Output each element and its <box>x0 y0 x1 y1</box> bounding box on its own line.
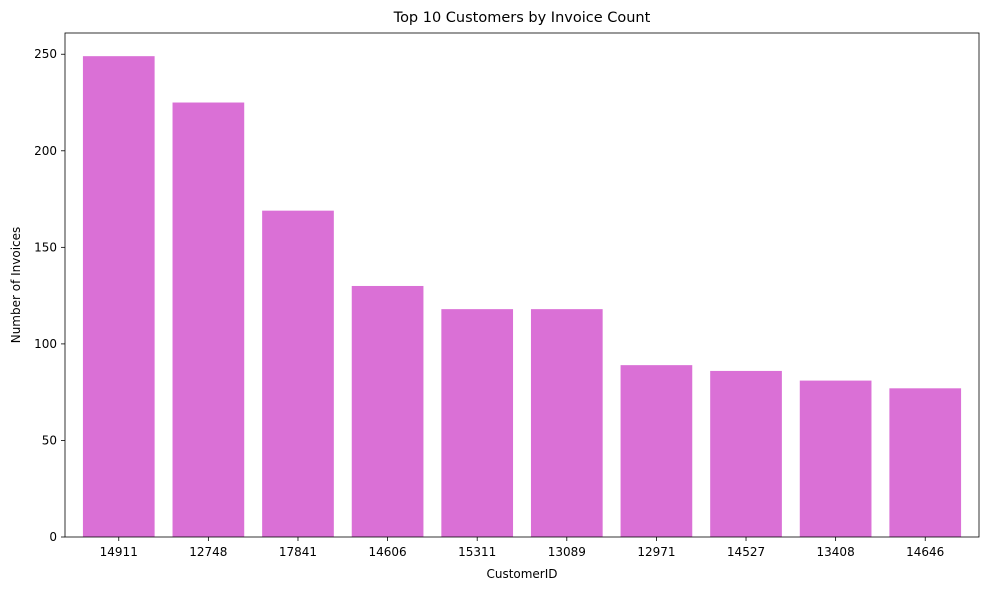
chart-title: Top 10 Customers by Invoice Count <box>393 10 651 26</box>
x-tick-label: 14646 <box>906 545 944 559</box>
bar-13089 <box>530 309 603 537</box>
x-tick-label: 13408 <box>817 545 855 559</box>
y-tick-label: 0 <box>49 530 57 544</box>
x-tick-label: 14527 <box>727 545 765 559</box>
x-tick-label: 17841 <box>279 545 317 559</box>
bars-group <box>82 56 962 538</box>
bar-15311 <box>441 309 514 537</box>
x-tick-label: 14911 <box>100 545 138 559</box>
plot-frame <box>64 32 980 538</box>
bar-13408 <box>799 380 872 537</box>
y-axis: 0 50 100 150 200 250 <box>34 47 65 544</box>
bar-12748 <box>172 102 245 538</box>
bar-14527 <box>710 370 782 537</box>
x-tick-label: 12748 <box>189 545 227 559</box>
x-axis: 14911 12748 17841 14606 15311 13089 12971 14527… <box>100 537 944 559</box>
y-tick-label: 250 <box>34 47 57 61</box>
x-axis-label: CustomerID <box>486 567 557 581</box>
x-tick-label: 15311 <box>458 545 496 559</box>
y-tick-label: 100 <box>34 337 57 351</box>
bar-12971 <box>620 365 693 537</box>
y-tick-label: 150 <box>34 240 57 254</box>
bar-17841 <box>262 210 334 537</box>
bar-14646 <box>889 388 962 537</box>
bar-14606 <box>351 285 424 537</box>
x-tick-label: 14606 <box>368 545 406 559</box>
bar-14911 <box>82 56 155 538</box>
y-tick-label: 50 <box>42 433 57 447</box>
x-tick-label: 13089 <box>548 545 586 559</box>
y-tick-label: 200 <box>34 144 57 158</box>
y-axis-label: Number of Invoices <box>9 227 23 344</box>
x-tick-label: 12971 <box>637 545 675 559</box>
